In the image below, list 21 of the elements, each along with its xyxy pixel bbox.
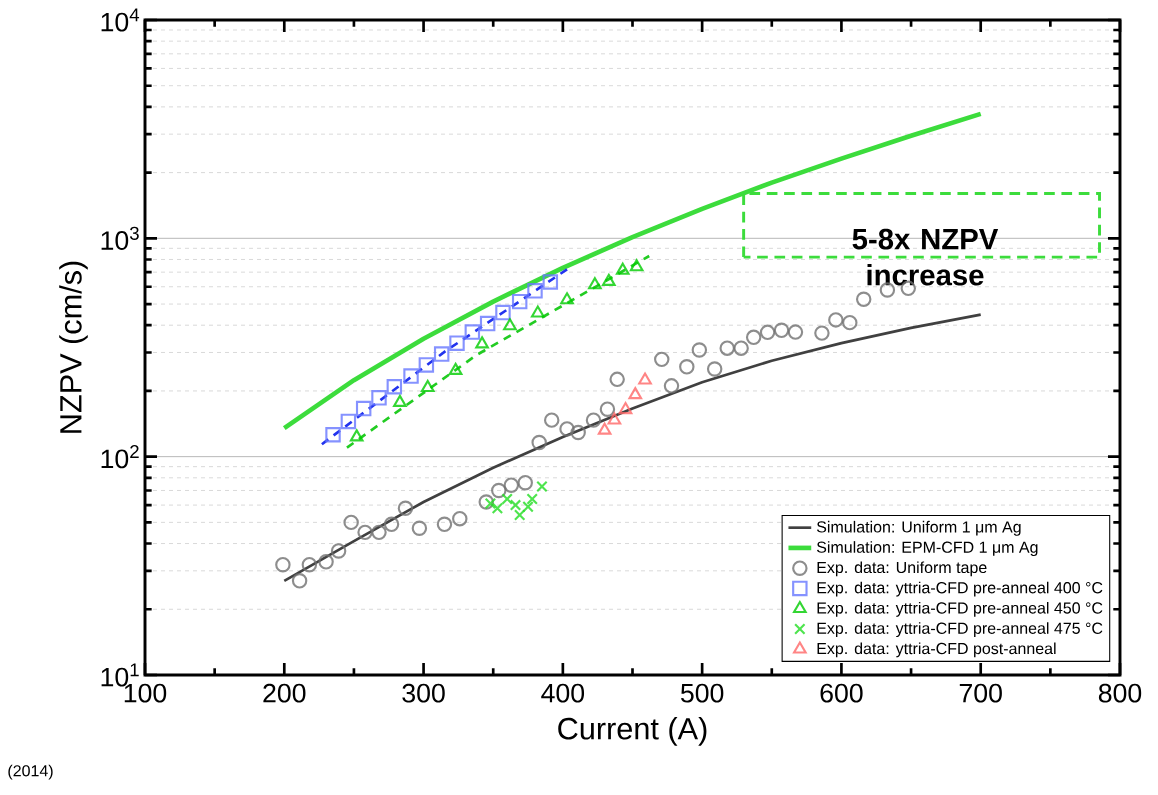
x-tick-label: 800	[1098, 683, 1142, 703]
annotation: 5-8x NZPV increase	[852, 228, 999, 286]
legend-label: Simulation: EPM-CFD 1 μm Ag	[816, 541, 1038, 557]
x-tick-label: 600	[820, 683, 863, 703]
x-tick-label: 400	[541, 683, 585, 703]
legend-label: Exp. data: Uniform tape	[817, 561, 987, 577]
legend-label: Exp. data: yttria-CFD pre-anneal 450 °C	[817, 601, 1103, 617]
y-axis-title: NZPV (cm/s)	[59, 261, 88, 433]
legend-label: Simulation: Uniform 1 μm Ag	[816, 520, 1021, 536]
y-tick-label: 10$^{2}$	[101, 444, 139, 469]
x-tick-label: 700	[959, 683, 1002, 703]
y-tick-label: 10$^{3}$	[101, 226, 139, 250]
x-axis-title: Current (A)	[558, 717, 707, 746]
legend-label: Exp. data: yttria-CFD pre-anneal 475 °C	[817, 622, 1103, 638]
legend-label: Exp. data: yttria-CFD pre-anneal 400 °C	[817, 581, 1103, 597]
x-tick-label: 200	[263, 683, 306, 703]
text: (2014)	[8, 764, 53, 780]
legend-label: Exp. data: yttria-CFD post-anneal	[817, 642, 1056, 658]
x-tick-label: 500	[680, 683, 724, 703]
y-tick-label: 10$^{4}$	[101, 8, 140, 32]
x-tick-label: 300	[402, 683, 445, 703]
